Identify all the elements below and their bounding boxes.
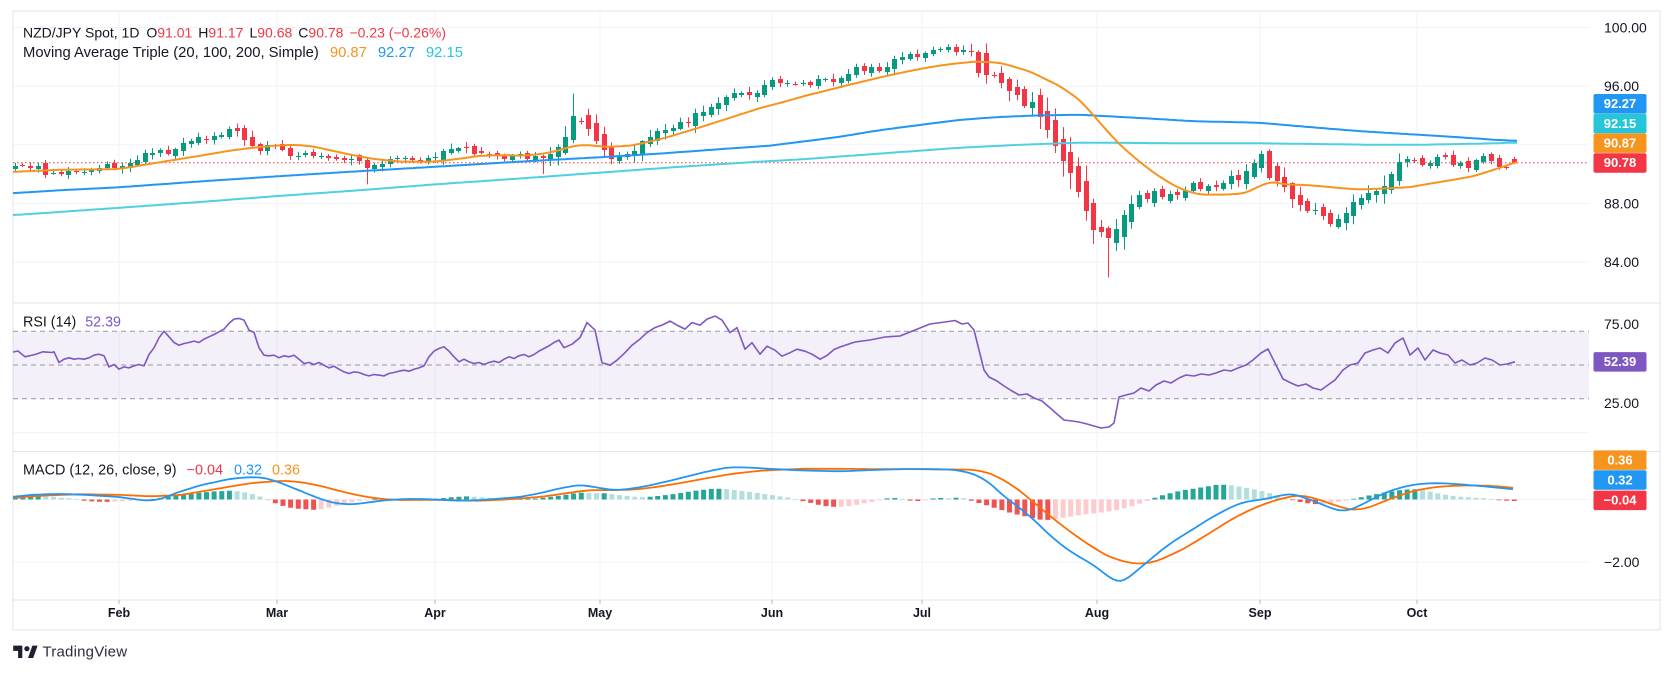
svg-text:Oct: Oct xyxy=(1407,606,1429,620)
svg-text:25.00: 25.00 xyxy=(1604,395,1639,411)
svg-text:100.00: 100.00 xyxy=(1604,20,1647,36)
svg-text:−0.04: −0.04 xyxy=(1604,493,1638,508)
svg-text:Sep: Sep xyxy=(1249,606,1272,620)
svg-text:96.00: 96.00 xyxy=(1604,78,1639,94)
svg-text:RSI (14)52.39: RSI (14) 52.39 xyxy=(23,315,121,331)
svg-text:90.78: 90.78 xyxy=(1604,155,1637,170)
svg-text:0.32: 0.32 xyxy=(1607,472,1632,487)
svg-text:Apr: Apr xyxy=(424,606,446,620)
svg-text:Jun: Jun xyxy=(761,606,783,620)
svg-text:May: May xyxy=(588,606,612,620)
svg-text:90.87: 90.87 xyxy=(1604,136,1637,151)
svg-text:88.00: 88.00 xyxy=(1604,195,1639,211)
svg-text:MACD (12, 26, close, 9)−0.040.: MACD (12, 26, close, 9) −0.04 0.32 0.36 xyxy=(23,463,300,479)
svg-text:92.27: 92.27 xyxy=(1604,96,1637,111)
svg-text:Jul: Jul xyxy=(913,606,931,620)
svg-text:Aug: Aug xyxy=(1085,606,1109,620)
svg-text:52.39: 52.39 xyxy=(1604,354,1637,369)
svg-text:Feb: Feb xyxy=(108,606,131,620)
svg-text:Mar: Mar xyxy=(266,606,288,620)
svg-text:TradingView: TradingView xyxy=(43,643,128,660)
svg-text:0.36: 0.36 xyxy=(1607,453,1632,468)
svg-text:−2.00: −2.00 xyxy=(1604,554,1640,570)
svg-text:Moving Average Triple (20, 100: Moving Average Triple (20, 100, 200, Sim… xyxy=(23,45,463,61)
svg-text:75.00: 75.00 xyxy=(1604,316,1639,332)
svg-text:92.15: 92.15 xyxy=(1604,116,1637,131)
svg-text:84.00: 84.00 xyxy=(1604,254,1639,270)
